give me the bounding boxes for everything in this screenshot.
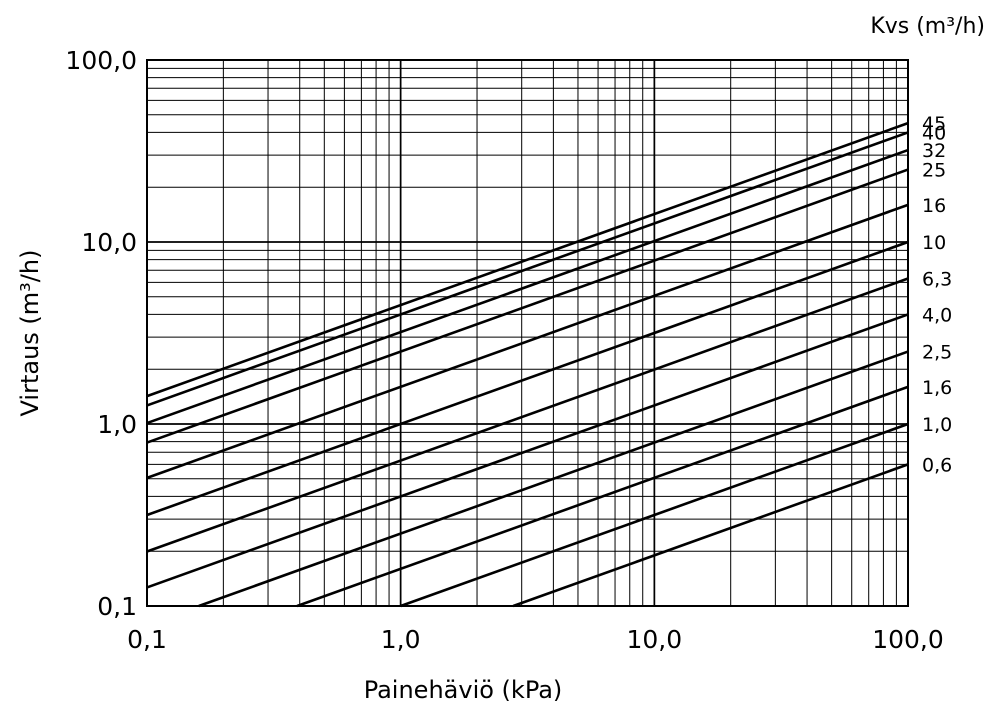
kvs-lines [146,121,909,608]
x-tick-label: 10,0 [626,625,682,654]
kvs-line-25 [146,168,909,444]
x-tick-label: 1,0 [381,625,421,654]
kvs-label-45: 45 [922,113,946,135]
kvs-label-16: 16 [922,195,946,217]
kvs-label-1-6: 1,6 [922,377,952,399]
kvs-label-4-0: 4,0 [922,304,952,326]
x-tick-label: 100,0 [872,625,944,654]
kvs-line-32 [146,148,909,425]
kvs-line-0-6 [512,463,909,608]
y-tick-label: 10,0 [81,228,137,257]
plot-frame [146,59,909,607]
y-tick-label: 1,0 [97,410,137,439]
y-axis-label: Virtaus (m³/h) [16,250,44,417]
kvs-label-1-0: 1,0 [922,414,952,436]
kvs-label-40: 40 [922,122,946,144]
y-tick-label: 100,0 [65,46,137,75]
kvs-label-6-3: 6,3 [922,269,952,291]
kvs-line-1-0 [400,422,909,608]
y-tick-label: 0,1 [97,592,137,621]
x-tick-label: 0,1 [127,625,167,654]
kvs-label-10: 10 [922,232,946,254]
kvs-label-2-5: 2,5 [922,342,952,364]
kvs-line-40 [146,131,909,407]
y-tick-labels: 0,1 1,0 10,0 100,0 [65,46,137,621]
kvs-label-25: 25 [922,160,946,182]
kvs-line-2-5 [198,350,909,608]
kvs-line-16 [146,203,909,480]
kvs-label-0-6: 0,6 [922,454,952,476]
x-axis-label: Painehäviö (kPa) [364,676,563,704]
kvs-line-10 [146,240,909,517]
kvs-line-1-6 [296,385,909,608]
kvs-line-45 [146,121,909,398]
kvs-line-6-3 [146,277,909,553]
x-tick-labels: 0,1 1,0 10,0 100,0 [127,625,944,654]
kvs-line-4-0 [146,313,909,589]
legend-title: Kvs (m³/h) [870,14,985,39]
kvs-label-32: 32 [922,140,946,162]
